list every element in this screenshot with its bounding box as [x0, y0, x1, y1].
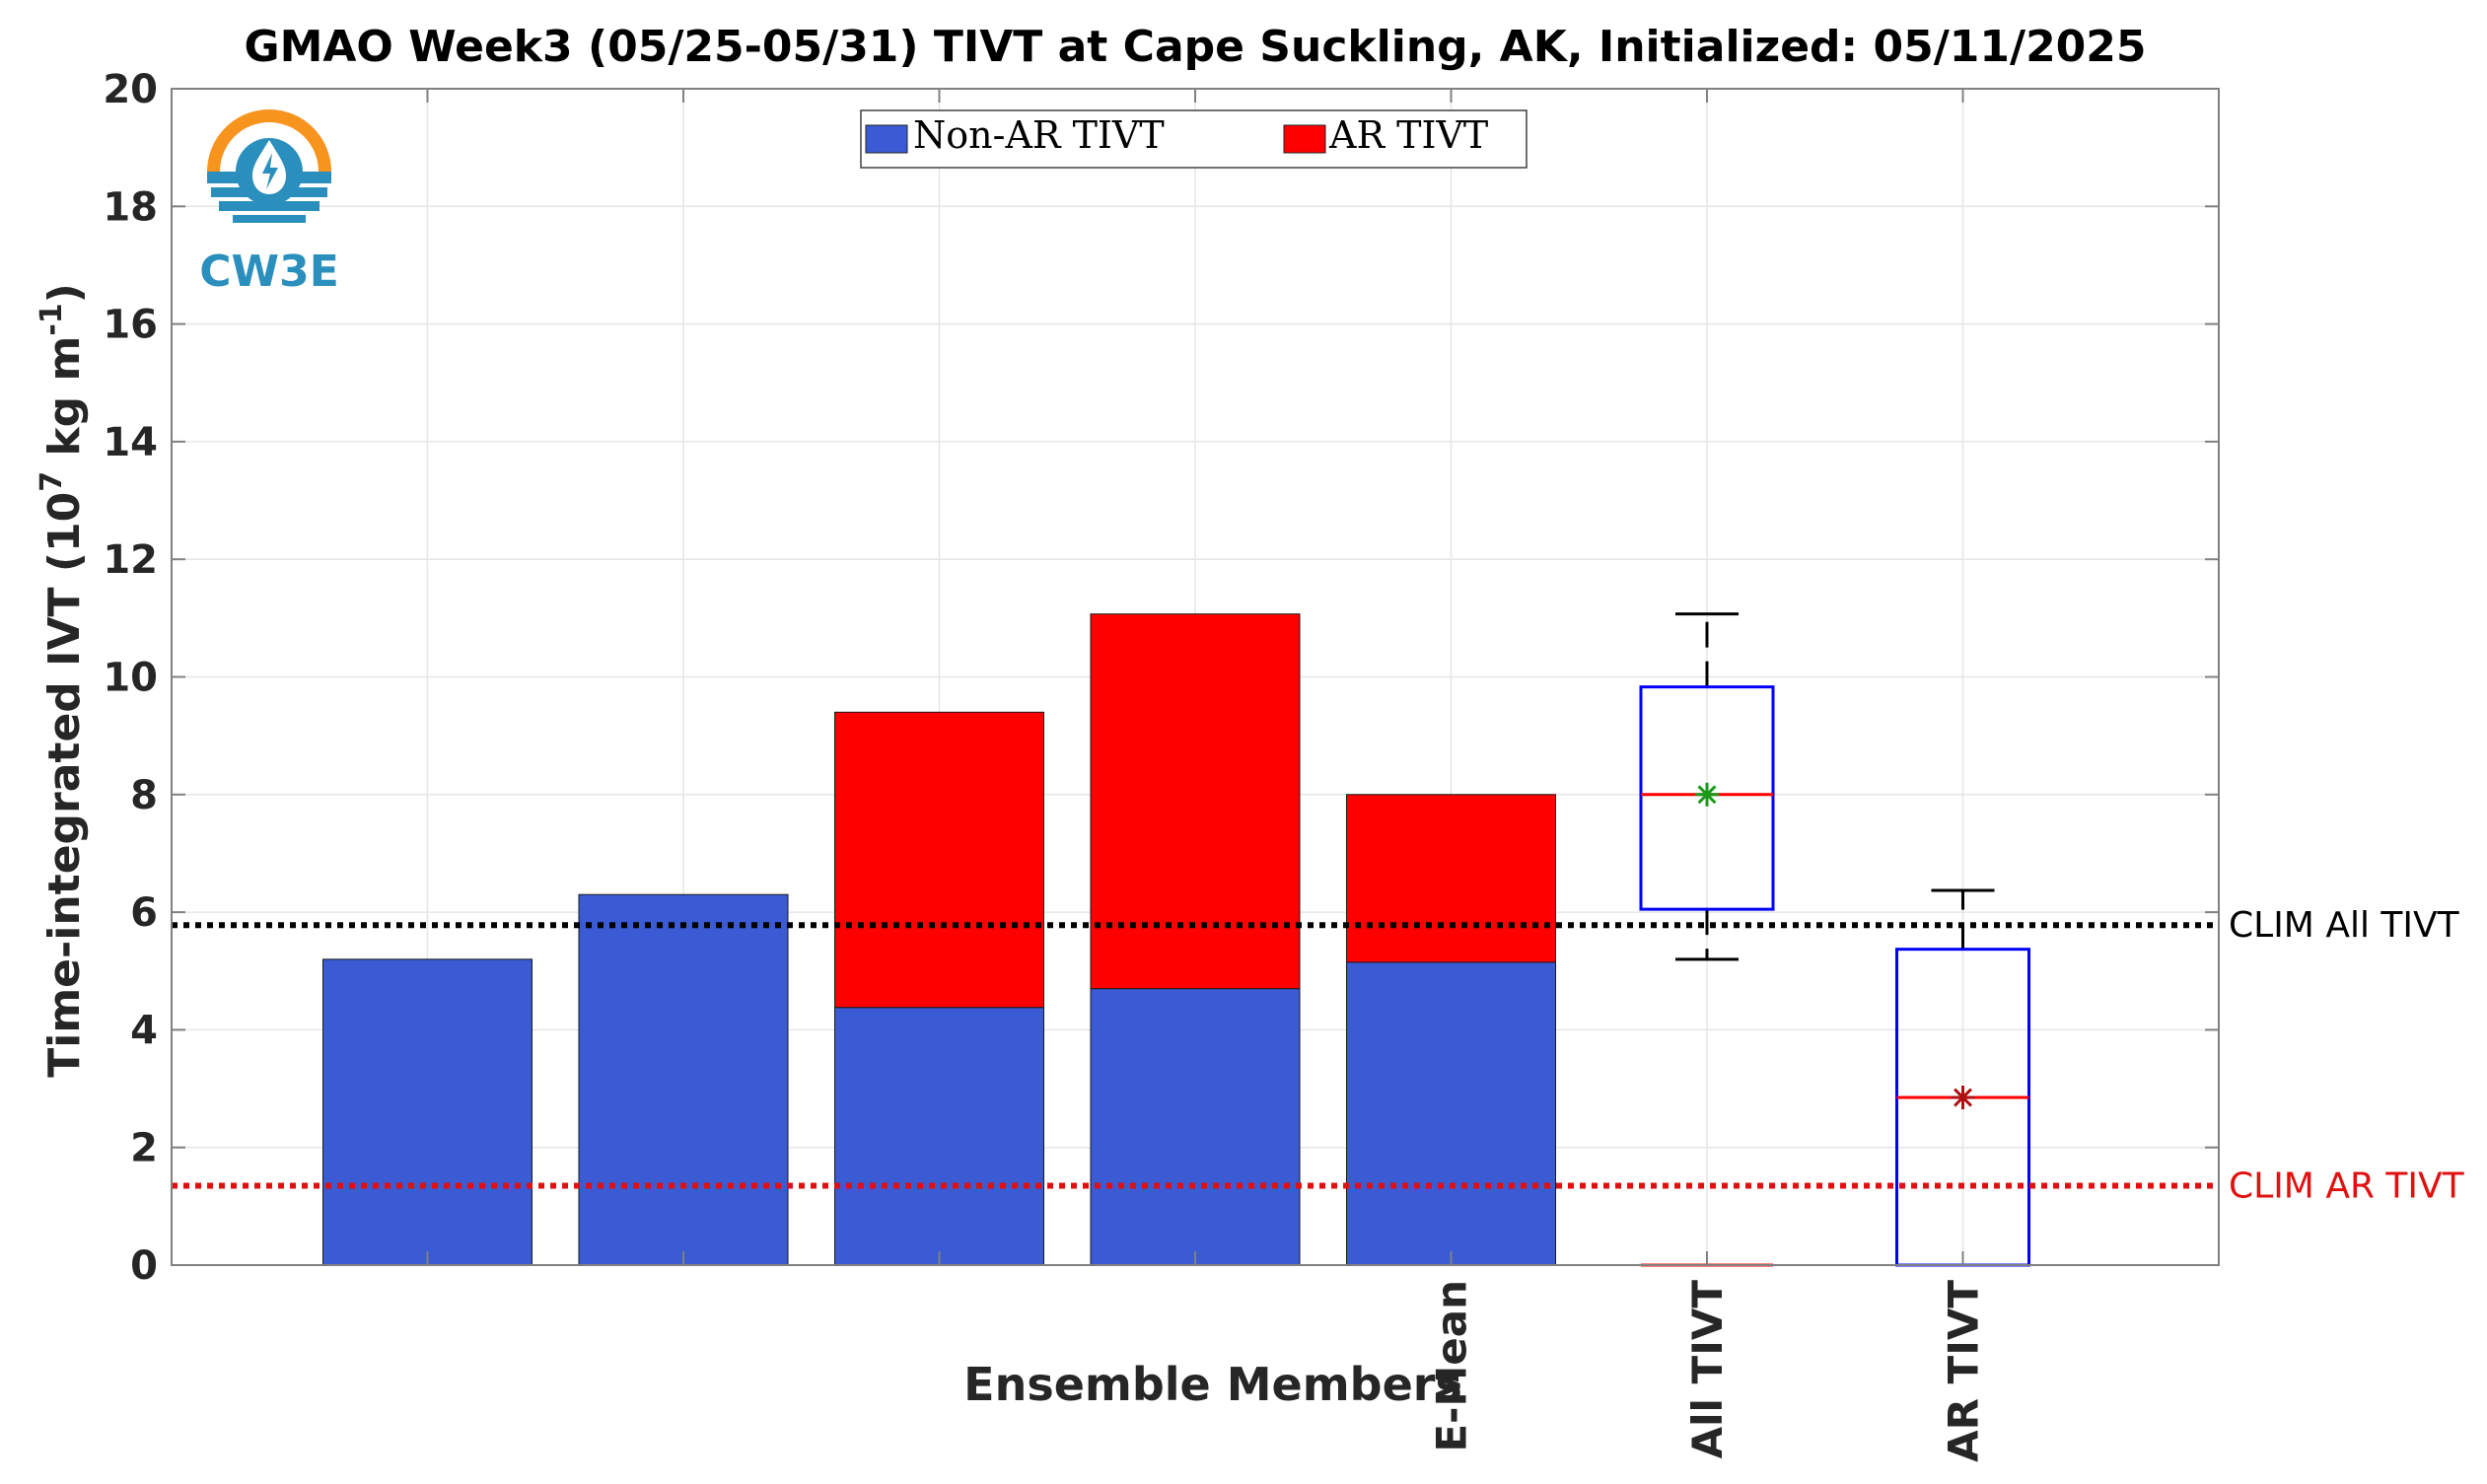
y-tick-label: 20 — [103, 67, 158, 112]
legend: Non-AR TIVT AR TIVT — [860, 109, 1528, 169]
box-mean-marker — [1951, 1085, 1975, 1109]
y-axis-ticks: 0 2 4 6 8 10 12 14 16 18 20 — [103, 67, 2219, 1289]
reference-lines — [172, 922, 2219, 1189]
logo-water-band-4 — [233, 215, 306, 223]
logo-text: CW3E — [199, 247, 339, 297]
y-tick-label: 10 — [103, 656, 158, 701]
bar-ar — [1346, 794, 1556, 963]
bar-non-ar — [1090, 988, 1301, 1266]
y-tick-label: 4 — [130, 1008, 158, 1053]
bars — [322, 613, 1556, 1266]
y-tick-label: 8 — [130, 773, 158, 818]
mean-marker-stroke — [1954, 1088, 1972, 1107]
logo-bolt-icon — [262, 153, 278, 189]
y-tick-label: 18 — [103, 184, 158, 230]
bar-ar — [834, 711, 1044, 1009]
x-axis-label: Ensemble Members — [963, 1358, 1462, 1411]
x-axis-ticks: E-Mean All TIVT AR TIVT — [426, 89, 1988, 1462]
legend-label-non-ar: Non-AR TIVT — [913, 113, 1165, 157]
box-mean-marker — [1695, 782, 1719, 807]
y-tick-label: 12 — [103, 537, 158, 583]
y-tick-label: 16 — [103, 303, 158, 348]
chart-title: GMAO Week3 (05/25-05/31) TIVT at Cape Su… — [244, 22, 2146, 72]
x-tick-label: AR TIVT — [1940, 1280, 1988, 1462]
x-tick-label: E-Mean — [1428, 1280, 1476, 1452]
legend-swatch-non-ar — [865, 124, 908, 154]
legend-label-ar: AR TIVT — [1328, 113, 1488, 157]
y-tick-label: 2 — [130, 1126, 158, 1171]
logo-water-band-3 — [219, 201, 320, 211]
mean-marker-stroke — [1697, 785, 1717, 805]
x-tick-label: All TIVT — [1683, 1280, 1732, 1459]
box-iqr — [1639, 685, 1775, 911]
ref-label-clim-ar: CLIM AR TIVT — [2229, 1166, 2465, 1206]
legend-box — [860, 109, 1528, 169]
ref-label-clim-all: CLIM All TIVT — [2229, 905, 2460, 946]
y-tick-label: 6 — [130, 890, 158, 936]
cw3e-logo: CW3E — [199, 109, 339, 297]
bar-non-ar — [322, 958, 533, 1266]
bar-non-ar — [578, 893, 789, 1266]
bar-ar — [1090, 613, 1301, 990]
bar-non-ar — [834, 1007, 1044, 1266]
legend-swatch-ar — [1283, 124, 1326, 154]
y-axis-label: Time-integrated IVT (107 kg m-1) — [35, 283, 90, 1078]
bar-non-ar — [1346, 961, 1556, 1266]
y-tick-label: 0 — [130, 1243, 158, 1289]
y-tick-label: 14 — [103, 420, 158, 465]
